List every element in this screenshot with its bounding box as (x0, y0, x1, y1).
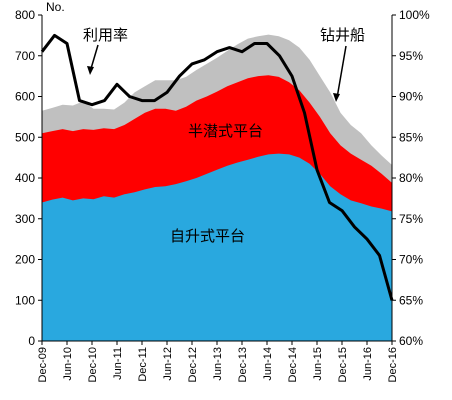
left-tick-label: 200 (15, 253, 35, 267)
x-tick-label: Jun-16 (362, 347, 374, 381)
x-tick-label: Dec-11 (137, 347, 149, 382)
left-axis-unit: No. (46, 0, 65, 14)
x-tick-label: Dec-09 (37, 347, 49, 382)
right-tick-label: 60% (399, 334, 423, 348)
x-tick-label: Dec-12 (187, 347, 199, 382)
left-tick-label: 600 (15, 90, 35, 104)
right-tick-label: 70% (399, 253, 423, 267)
left-axis-ticks: 0 100 200 300 400 500 600 700 800 (15, 8, 42, 348)
x-tick-label: Jun-12 (162, 347, 174, 381)
utilization-line (40, 33, 394, 301)
right-tick-label: 95% (399, 49, 423, 63)
x-tick-label: Dec-10 (87, 347, 99, 382)
left-tick-label: 400 (15, 171, 35, 185)
rig-total-arrowhead (333, 93, 340, 102)
right-tick-label: 90% (399, 90, 423, 104)
utilization-arrowhead (87, 66, 94, 75)
left-tick-label: 300 (15, 212, 35, 226)
rig-total-pointer (336, 45, 347, 99)
area-自升式平台 (42, 153, 392, 341)
x-tick-label: Dec-13 (237, 347, 249, 382)
right-tick-label: 65% (399, 293, 423, 307)
left-tick-label: 700 (15, 49, 35, 63)
x-tick-label: Jun-14 (262, 347, 274, 381)
x-tick-label: Dec-15 (337, 347, 349, 382)
x-tick-label: Jun-11 (112, 347, 124, 380)
right-tick-label: 100% (399, 8, 430, 22)
left-tick-label: 0 (28, 334, 35, 348)
x-axis-ticks: Dec-09 Jun-10 Dec-10 Jun-11 Dec-11 Jun-12 Dec-… (37, 341, 399, 382)
right-tick-label: 80% (399, 171, 423, 185)
utilization-label: 利用率 (83, 26, 128, 44)
left-tick-label: 500 (15, 130, 35, 144)
semi-label: 半潜式平台 (188, 122, 263, 140)
left-tick-label: 100 (15, 293, 35, 307)
right-tick-label: 75% (399, 212, 423, 226)
x-tick-label: Jun-15 (312, 347, 324, 381)
x-tick-label: Jun-10 (62, 347, 74, 381)
x-tick-label: Dec-14 (287, 347, 299, 382)
rig-total-label: 钻井船 (320, 26, 365, 44)
x-tick-label: Jun-13 (212, 347, 224, 381)
jackup-label: 自升式平台 (170, 227, 245, 245)
x-tick-label: Dec-16 (387, 347, 399, 382)
right-tick-label: 85% (399, 130, 423, 144)
right-axis-ticks: 60% 65% 70% 75% 80% 85% 90% 95% 100% (392, 8, 430, 348)
left-tick-label: 800 (15, 8, 35, 22)
